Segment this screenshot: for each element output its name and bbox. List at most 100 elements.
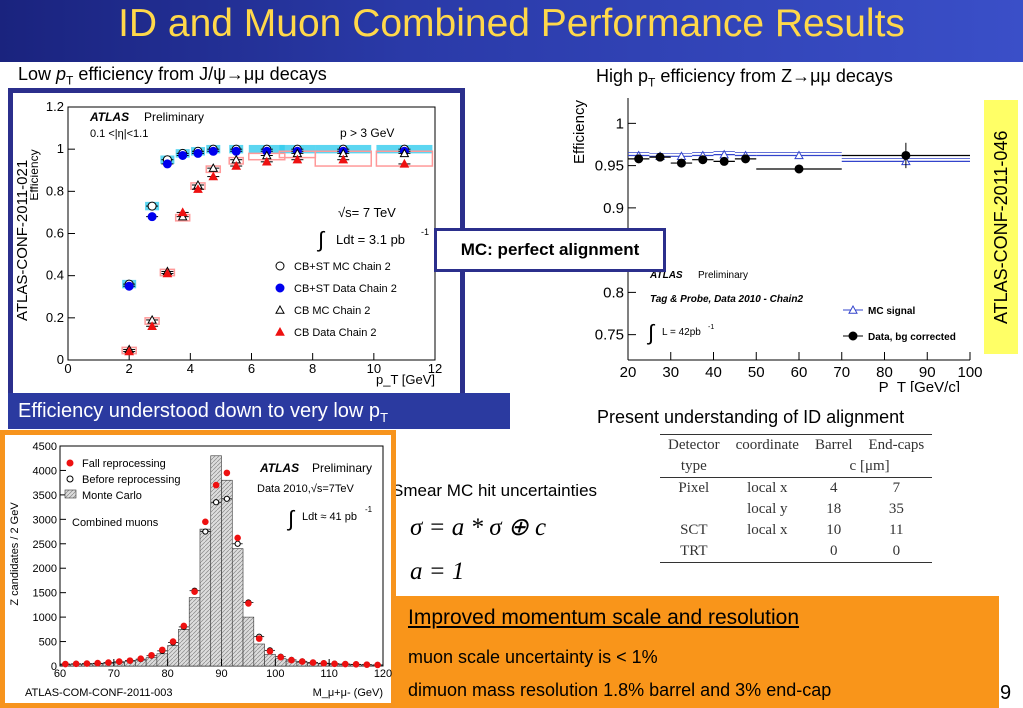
y-tick-label: 2500 xyxy=(33,539,57,551)
y-tick-label: 0.75 xyxy=(595,327,624,344)
legend-label: CB+ST MC Chain 2 xyxy=(294,261,391,273)
mc-bar xyxy=(264,653,276,667)
table-cell: 0 xyxy=(892,543,901,559)
data-point xyxy=(794,164,804,174)
x-tick-label: 100 xyxy=(266,668,284,680)
data-point xyxy=(399,148,410,158)
atlas-label: ATLAS xyxy=(89,110,129,124)
x-tick-label: 110 xyxy=(320,668,338,680)
legend-marker xyxy=(64,489,77,499)
lumi-sup: -1 xyxy=(708,324,714,331)
formula-sigma: σ = a * σ ⊕ c xyxy=(410,514,547,541)
y-tick-label: 0 xyxy=(57,352,64,367)
eta-cut: 0.1 <|η|<1.1 xyxy=(90,128,148,140)
data-point xyxy=(126,657,134,664)
data-point xyxy=(634,154,644,164)
data-point xyxy=(676,158,686,168)
data-point xyxy=(234,540,241,547)
y-axis-label: Efficiency xyxy=(571,100,588,164)
slide-title: ID and Muon Combined Performance Results xyxy=(118,2,905,45)
scale-heading: Improved momentum scale and resolution xyxy=(408,606,800,629)
legend-marker xyxy=(66,459,74,467)
x-tick-label: 90 xyxy=(215,668,227,680)
selection-label: Combined muons xyxy=(72,517,159,529)
data-point xyxy=(234,534,241,542)
x-axis-label: p_T [GeV] xyxy=(376,372,435,387)
table-header: coordinate xyxy=(735,437,799,453)
y-tick-label: 0.8 xyxy=(603,284,624,301)
data-point xyxy=(83,660,91,667)
x-tick-label: 120 xyxy=(374,668,392,680)
x-tick-label: 10 xyxy=(367,361,381,376)
efficiency-note: Efficiency understood down to very low p… xyxy=(8,393,510,429)
y-tick-label: 1 xyxy=(57,141,64,156)
table-row: TRT 0 0 xyxy=(660,541,933,563)
legend-marker xyxy=(275,261,285,271)
data-point xyxy=(298,658,306,665)
data-point xyxy=(162,159,172,169)
data-point xyxy=(292,154,303,164)
table-cell: local x xyxy=(747,480,788,496)
atlas-status: Preliminary xyxy=(312,461,372,475)
table-cell: type xyxy=(680,458,707,474)
mc-bar xyxy=(167,645,179,667)
data-point xyxy=(655,152,665,162)
mc-bar xyxy=(242,616,255,667)
data-point xyxy=(180,622,188,630)
title-bar xyxy=(0,0,1023,62)
y-tick-label: 1500 xyxy=(33,588,57,600)
caption-low-pt: Low pT efficiency from J/ψ→μμ decays xyxy=(18,64,327,88)
data-point xyxy=(177,207,188,217)
data-point xyxy=(147,212,157,222)
table-header: Detector xyxy=(668,437,720,453)
alignment-title: Present understanding of ID alignment xyxy=(597,407,905,427)
data-point xyxy=(223,469,231,477)
atlas-label: ATLAS xyxy=(259,461,299,475)
jpsi-efficiency-chart: 0 2 4 6 8 10 12 0 0.2 0.4 0.6 0.8 1 1.2 Efficiency p_T … xyxy=(30,99,442,387)
table-cell xyxy=(728,456,807,478)
data-point xyxy=(147,201,157,211)
lumi-sup: -1 xyxy=(421,227,429,237)
legend-label: Before reprocessing xyxy=(82,474,180,486)
method-label: Tag & Probe, Data 2010 - Chain2 xyxy=(650,294,803,305)
data-point xyxy=(698,155,708,165)
data-point xyxy=(231,161,242,170)
legend-label: Data, bg corrected xyxy=(868,332,956,343)
data-point xyxy=(338,154,349,164)
lumi-label: Ldt ≈ 41 pb xyxy=(302,511,357,523)
smear-text: Smear MC hit uncertainties xyxy=(392,481,598,501)
x-tick-label: 20 xyxy=(620,364,637,381)
conf-label-right: ATLAS-CONF-2011-046 xyxy=(984,100,1018,354)
integral-sign: ∫ xyxy=(316,227,326,252)
y-tick-label: 4500 xyxy=(33,441,57,453)
data-point xyxy=(105,659,112,666)
data-point xyxy=(331,660,338,668)
table-header-row: Detector coordinate Barrel End-caps xyxy=(660,434,933,457)
data-point xyxy=(342,660,349,668)
legend-marker xyxy=(275,304,285,314)
mc-bar xyxy=(221,479,233,667)
y-tick-label: 0 xyxy=(51,661,57,673)
y-tick-label: 4000 xyxy=(33,465,57,477)
table-subheader-row: type c [μm] xyxy=(660,456,933,478)
legend-label: MC signal xyxy=(868,306,915,317)
data-point xyxy=(277,653,285,661)
data-point xyxy=(208,163,219,172)
x-tick-label: 8 xyxy=(309,361,316,376)
table-cell: 7 xyxy=(892,480,901,496)
data-point xyxy=(741,154,751,164)
y-tick-label: 0.2 xyxy=(46,310,64,325)
data-point xyxy=(162,268,173,278)
data-point xyxy=(266,648,274,655)
table-cell: 10 xyxy=(826,522,842,538)
data-point xyxy=(901,150,911,160)
table-row: Pixel local x 4 7 xyxy=(660,478,932,500)
x-tick-label: 100 xyxy=(957,364,982,381)
page-number: 9 xyxy=(1000,682,1012,704)
x-tick-label: 90 xyxy=(919,364,936,381)
data-point xyxy=(137,655,145,662)
alignment-table-wrap: Detector coordinate Barrel End-caps type… xyxy=(660,434,998,594)
data-point xyxy=(352,660,360,668)
x-tick-label: 40 xyxy=(705,364,722,381)
legend-label: Fall reprocessing xyxy=(82,458,166,470)
